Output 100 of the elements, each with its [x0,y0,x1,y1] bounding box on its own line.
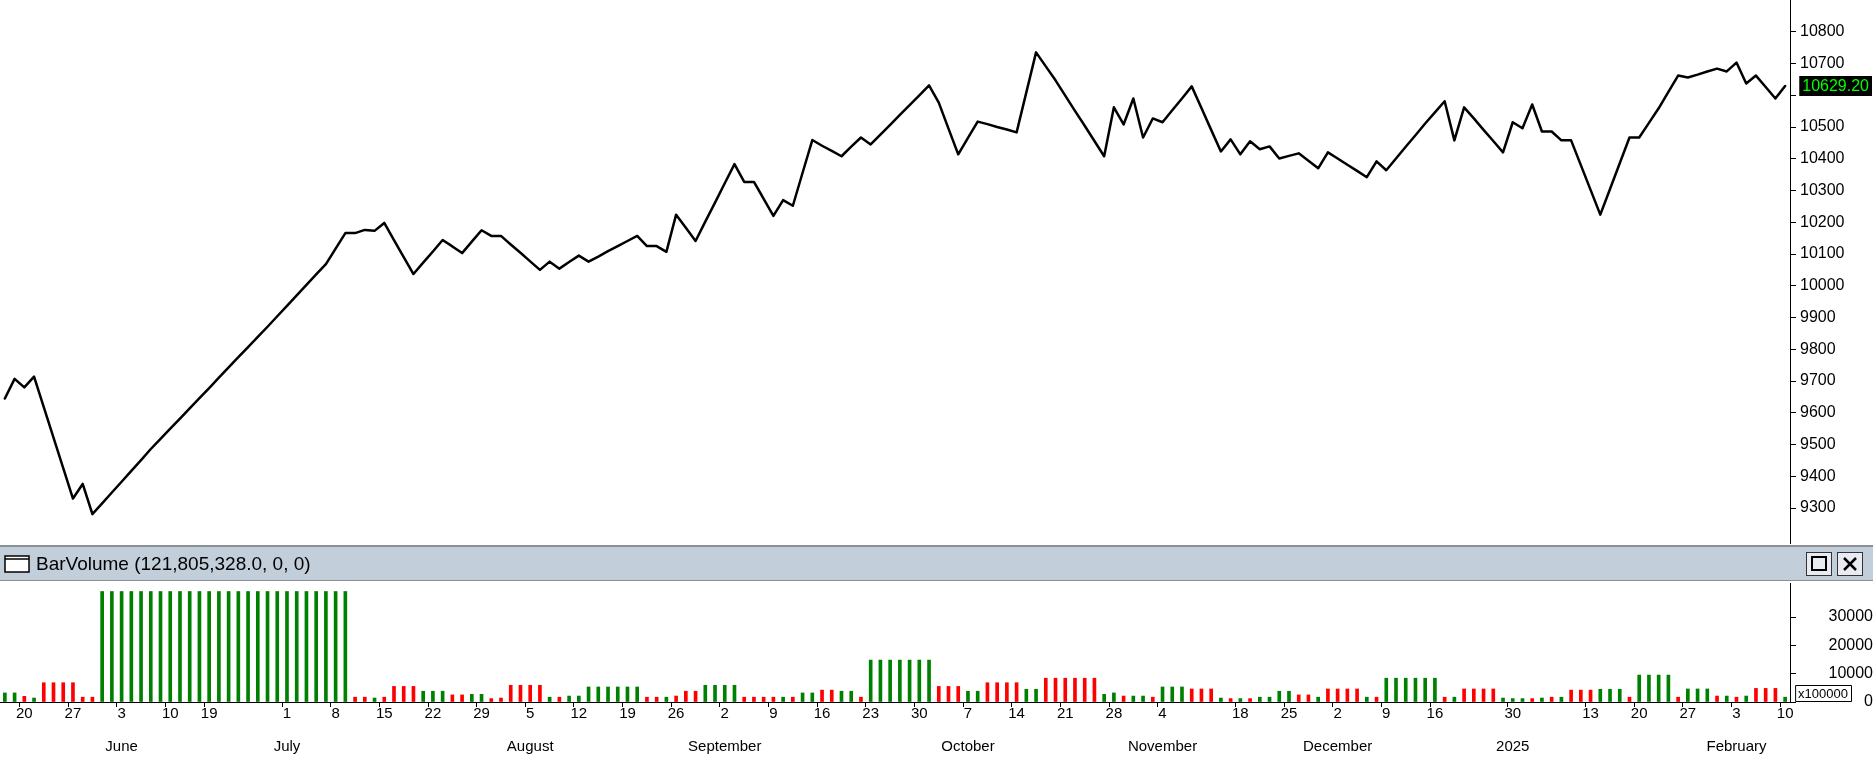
bar [32,697,36,702]
bar [392,686,396,702]
x-tick-label: 19 [619,703,636,721]
bar [1141,695,1145,702]
bar [324,591,328,702]
bar [1744,695,1749,702]
x-tick-label: 20 [15,703,33,721]
bar [1355,688,1359,702]
bar [1540,697,1544,702]
bar [1209,688,1213,702]
bar [1034,688,1038,702]
y-tick-label: 9400 [1800,466,1836,484]
bar [1598,688,1603,702]
y-tick-label: 9900 [1800,307,1836,325]
bar [615,686,620,702]
bar [217,591,221,702]
y-tick-label: 20000 [1828,635,1873,653]
bar [635,686,640,702]
x-tick-label: 26 [667,703,685,721]
x-tick-label: 29 [473,703,490,721]
y-tick-label: 9600 [1800,403,1836,421]
bar [362,696,367,702]
bar [1520,698,1525,702]
bar [917,659,922,702]
bar [401,686,406,702]
bar [71,682,75,702]
x-tick-label: 18 [1232,703,1249,721]
bar [1063,677,1068,702]
bar [829,689,834,702]
bar [868,659,873,702]
bar [684,690,688,702]
bar [3,692,7,702]
x-tick-label: 2 September [688,703,762,754]
y-tick-label: 10700 [1800,53,1845,71]
bar [275,591,280,702]
bar [421,690,426,702]
bar [1647,674,1651,702]
bar [61,682,66,702]
y-tick-label: 10100 [1800,244,1845,262]
bar [849,690,854,702]
bar [22,696,27,702]
bar [1705,688,1710,702]
bar [1686,688,1690,702]
bar [1043,677,1048,702]
bar [1316,696,1321,702]
y-tick-label: 10800 [1800,22,1845,40]
bar [1423,677,1428,702]
bar [460,694,464,702]
bar [606,686,610,702]
bar [713,684,717,702]
x-tick-label: 21 [1056,703,1074,721]
bar [1394,677,1398,702]
x-tick-label: 13 [1582,703,1599,721]
x-tick-label: 10 [161,703,179,721]
x-tick-label: 15 [375,703,393,721]
bar [499,697,503,702]
x-tick-label: 16 [813,703,831,721]
bar [508,684,513,702]
y-tick-label: 10400 [1800,149,1845,167]
bar [1384,677,1389,702]
bar [294,591,299,702]
chart-title: BarVolume (121,805,328.0, 0, 0) [36,553,311,575]
bar [975,690,980,702]
x-tick-label: 7 October [941,703,995,754]
bar [139,591,143,702]
bar [1403,677,1408,702]
bar [431,690,435,702]
bar [187,591,192,702]
bar [791,696,795,702]
bar [1073,677,1077,702]
x-tick-label: 30 2025 [1496,703,1530,754]
x-tick-label: 30 [910,703,928,721]
bar [1491,688,1496,702]
bar [722,684,727,702]
bar [489,698,494,702]
bar [1228,698,1233,702]
bar [1082,677,1087,702]
bar [255,591,260,702]
bar [1005,682,1009,702]
bar [1754,688,1758,702]
bar [1608,688,1612,702]
bar [41,682,46,702]
bar [1180,686,1184,702]
bar [80,696,85,702]
x-tick-label: 25 [1280,703,1298,721]
bar [469,694,474,702]
bar [382,696,387,702]
bar [781,696,785,702]
bar [1296,694,1301,702]
x-tick-label: 3 June [105,703,138,754]
bar [674,695,678,702]
bar [1569,689,1573,702]
bar [645,696,649,702]
bar [1248,698,1252,702]
bar [810,692,815,702]
x-tick-label: 28 [1105,703,1123,721]
bar [596,686,601,702]
bar [888,659,892,702]
y-tick-label: 10500 [1800,117,1845,135]
bar [995,682,999,702]
